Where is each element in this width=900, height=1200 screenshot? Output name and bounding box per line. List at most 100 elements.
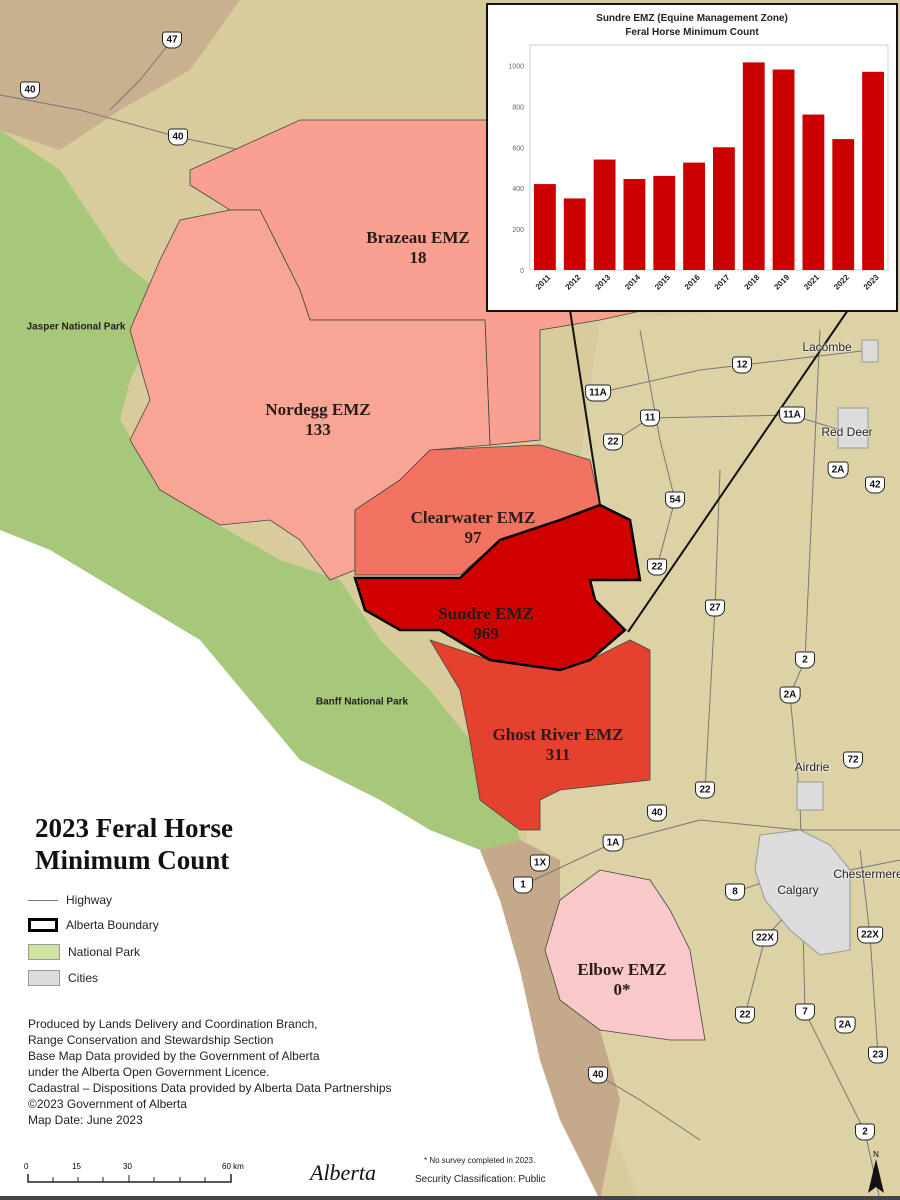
map-title: 2023 Feral Horse Minimum Count bbox=[35, 813, 233, 875]
highway-shield: 54 bbox=[665, 491, 685, 509]
park-label-jasper: Jasper National Park bbox=[26, 321, 126, 333]
city-airdrie-area bbox=[796, 781, 824, 811]
highway-shield: 2A bbox=[827, 461, 849, 479]
highway-shield: 8 bbox=[725, 883, 745, 901]
zone-elbow[interactable] bbox=[544, 869, 706, 1041]
x-tick-label: 2021 bbox=[802, 272, 821, 291]
north-arrow-icon bbox=[868, 1159, 884, 1193]
boundary-symbol bbox=[28, 918, 58, 932]
park-label-banff: Banff National Park bbox=[315, 696, 409, 708]
highway-symbol bbox=[28, 899, 58, 901]
bar-2019 bbox=[772, 69, 795, 270]
highway-shield: 22X bbox=[752, 929, 778, 947]
highway-shield: 2A bbox=[779, 686, 801, 704]
zone-label-nordegg: Nordegg EMZ 133 bbox=[265, 400, 371, 439]
x-tick-label: 2016 bbox=[683, 272, 702, 291]
highway-shield: 12 bbox=[732, 356, 752, 374]
inset-connector-right bbox=[627, 309, 849, 633]
zone-label-elbow: Elbow EMZ 0* bbox=[577, 960, 667, 999]
zone-sundre[interactable] bbox=[353, 503, 642, 672]
bar-2014 bbox=[623, 178, 646, 270]
x-tick-label: 2023 bbox=[862, 272, 881, 291]
highway-shield: 40 bbox=[588, 1066, 608, 1084]
city-label-chestermere: Chestermere bbox=[833, 867, 900, 881]
chart-title: Sundre EMZ (Equine Management Zone) bbox=[596, 13, 788, 24]
zone-label-ghost-river: Ghost River EMZ 311 bbox=[492, 725, 624, 764]
highway-shield: 22 bbox=[695, 781, 715, 799]
inset-chart: Sundre EMZ (Equine Management Zone) Fera… bbox=[486, 3, 898, 312]
x-tick-label: 2018 bbox=[743, 272, 762, 291]
highway-shield: 40 bbox=[20, 81, 40, 99]
bar-chart: 0 200 400 600 800 1000 2011 2012 2013 2014 2015 201… bbox=[508, 44, 889, 292]
y-tick-label: 400 bbox=[512, 186, 524, 193]
bottom-border bbox=[0, 1196, 900, 1200]
highway-shield: 22 bbox=[647, 558, 667, 576]
y-tick-label: 800 bbox=[512, 104, 524, 111]
security-classification: Security Classification: Public bbox=[415, 1174, 546, 1185]
bar-2021 bbox=[802, 114, 825, 270]
highway-shield: 23 bbox=[868, 1046, 888, 1064]
x-tick-label: 2022 bbox=[832, 272, 851, 291]
city-lacombe-area bbox=[861, 339, 879, 363]
highway-shield: 1A bbox=[602, 834, 624, 852]
british-columbia bbox=[0, 530, 600, 1200]
zone-label-clearwater: Clearwater EMZ 97 bbox=[410, 508, 536, 547]
zone-label-brazeau: Brazeau EMZ 18 bbox=[366, 228, 470, 267]
x-tick-label: 2019 bbox=[772, 272, 791, 291]
bar-2022 bbox=[832, 139, 855, 270]
highway-shield: 11 bbox=[640, 409, 660, 427]
bar-2023 bbox=[862, 71, 884, 270]
x-tick-label: 2017 bbox=[713, 272, 732, 291]
highway-shield: 11A bbox=[585, 384, 611, 402]
bar-2017 bbox=[713, 147, 735, 270]
park-symbol bbox=[28, 944, 60, 960]
legend-alberta-boundary: Alberta Boundary bbox=[28, 918, 159, 932]
bar-2015 bbox=[653, 175, 676, 270]
highway-shield: 22X bbox=[857, 926, 883, 944]
highway-shield: 47 bbox=[162, 31, 182, 49]
city-label-lacombe: Lacombe bbox=[802, 340, 852, 354]
national-park bbox=[0, 130, 520, 850]
scale-bar: 0 15 30 60 km bbox=[24, 1162, 244, 1184]
y-tick-label: 200 bbox=[512, 227, 524, 234]
city-red-deer-area bbox=[837, 407, 869, 449]
bar-2012 bbox=[563, 198, 586, 270]
credits: Produced by Lands Delivery and Coordinat… bbox=[28, 1017, 392, 1127]
zone-label-sundre: Sundre EMZ 969 bbox=[438, 604, 534, 643]
highway-shield: 42 bbox=[865, 476, 885, 494]
legend-national-park: National Park bbox=[28, 944, 140, 960]
x-tick-label: 2015 bbox=[653, 272, 672, 291]
bar-2018 bbox=[742, 62, 765, 270]
y-tick-label: 600 bbox=[512, 145, 524, 152]
bar-2011 bbox=[534, 184, 556, 270]
x-tick-label: 2014 bbox=[623, 272, 642, 291]
highway-shield: 40 bbox=[647, 804, 667, 822]
x-tick-label: 2012 bbox=[564, 272, 583, 291]
highway-shield: 72 bbox=[843, 751, 863, 769]
highway-shield: 7 bbox=[795, 1003, 815, 1021]
cities-symbol bbox=[28, 970, 60, 986]
bar-2016 bbox=[683, 162, 705, 270]
north-arrow: N bbox=[866, 1150, 886, 1200]
city-label-airdrie: Airdrie bbox=[794, 760, 830, 774]
chart-subtitle: Feral Horse Minimum Count bbox=[625, 27, 759, 38]
inset-connector-left bbox=[569, 309, 601, 506]
x-tick-label: 2011 bbox=[534, 273, 553, 292]
highway-shield: 2 bbox=[795, 651, 815, 669]
bar-2013 bbox=[593, 159, 616, 270]
highway-shield: 27 bbox=[705, 599, 725, 617]
highway-shield: 1X bbox=[529, 854, 551, 872]
footnote: * No survey completed in 2023. bbox=[424, 1156, 536, 1165]
y-tick-label: 0 bbox=[520, 268, 524, 275]
highway-shield: 22 bbox=[603, 433, 623, 451]
alberta-logo: Alberta bbox=[310, 1160, 376, 1185]
highway-shield: 11A bbox=[779, 406, 805, 424]
highway-shield: 2A bbox=[834, 1016, 856, 1034]
legend-highway: Highway bbox=[28, 893, 112, 907]
highway-shield: 2 bbox=[855, 1123, 875, 1141]
y-tick-label: 1000 bbox=[508, 63, 524, 70]
plot-area bbox=[529, 44, 889, 271]
foothills-south bbox=[480, 840, 620, 1200]
city-label-red-deer: Red Deer bbox=[821, 425, 873, 439]
city-label-calgary: Calgary bbox=[777, 883, 819, 897]
